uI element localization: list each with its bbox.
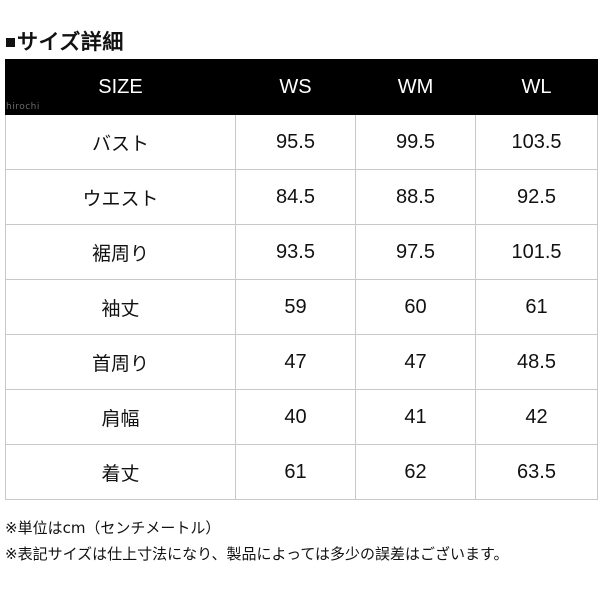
table-row: 裾周り 93.5 97.5 101.5 <box>5 224 598 280</box>
cell-wl: 103.5 <box>475 114 598 170</box>
watermark-text: hirochi <box>6 102 40 112</box>
table-row: 袖丈 59 60 61 <box>5 279 598 335</box>
row-label: バスト <box>5 114 236 170</box>
notes: ※単位はcm（センチメートル） ※表記サイズは仕上寸法になり、製品によっては多少… <box>5 515 509 567</box>
cell-ws: 47 <box>235 334 356 390</box>
cell-ws: 61 <box>235 444 356 500</box>
cell-wm: 60 <box>355 279 476 335</box>
table-header-row: SIZE WS WM WL <box>5 59 598 115</box>
cell-wl: 63.5 <box>475 444 598 500</box>
table-row: バスト 95.5 99.5 103.5 <box>5 114 598 170</box>
cell-wl: 101.5 <box>475 224 598 280</box>
row-label: 首周り <box>5 334 236 390</box>
row-label: 肩幅 <box>5 389 236 445</box>
row-label: 着丈 <box>5 444 236 500</box>
cell-wm: 88.5 <box>355 169 476 225</box>
size-details-heading: サイズ詳細 <box>6 26 124 56</box>
square-bullet-icon <box>6 38 15 47</box>
cell-wl: 48.5 <box>475 334 598 390</box>
cell-ws: 84.5 <box>235 169 356 225</box>
column-header-wm: WM <box>355 59 476 115</box>
cell-wl: 61 <box>475 279 598 335</box>
cell-wm: 99.5 <box>355 114 476 170</box>
heading-title: サイズ詳細 <box>17 30 124 54</box>
cell-wm: 62 <box>355 444 476 500</box>
cell-wm: 41 <box>355 389 476 445</box>
cell-ws: 40 <box>235 389 356 445</box>
table-row: 肩幅 40 41 42 <box>5 389 598 445</box>
cell-wm: 97.5 <box>355 224 476 280</box>
cell-wl: 42 <box>475 389 598 445</box>
row-label: ウエスト <box>5 169 236 225</box>
cell-ws: 59 <box>235 279 356 335</box>
column-header-size: SIZE <box>5 59 236 115</box>
cell-ws: 95.5 <box>235 114 356 170</box>
table-row: 着丈 61 62 63.5 <box>5 444 598 500</box>
cell-ws: 93.5 <box>235 224 356 280</box>
row-label: 袖丈 <box>5 279 236 335</box>
table-row: 首周り 47 47 48.5 <box>5 334 598 390</box>
cell-wl: 92.5 <box>475 169 598 225</box>
size-table: SIZE WS WM WL バスト 95.5 99.5 103.5 ウエスト 8… <box>5 59 598 500</box>
row-label: 裾周り <box>5 224 236 280</box>
note-unit: ※単位はcm（センチメートル） <box>5 519 221 537</box>
column-header-wl: WL <box>475 59 598 115</box>
note-disclaimer: ※表記サイズは仕上寸法になり、製品によっては多少の誤差はございます。 <box>5 545 509 563</box>
table-row: ウエスト 84.5 88.5 92.5 <box>5 169 598 225</box>
column-header-ws: WS <box>235 59 356 115</box>
cell-wm: 47 <box>355 334 476 390</box>
